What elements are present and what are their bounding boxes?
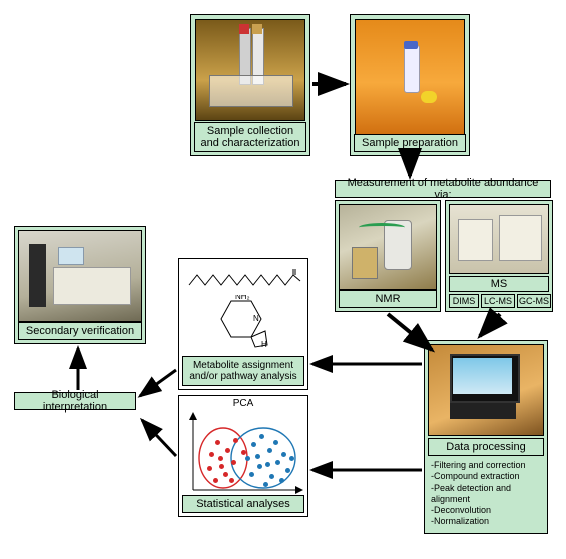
pca-point-red: [219, 464, 224, 469]
photo-sample-collection: [195, 19, 305, 121]
svg-text:H: H: [261, 340, 267, 349]
pca-point-red: [231, 460, 236, 465]
label-ms: MS: [449, 276, 549, 292]
pca-point-blue: [269, 474, 274, 479]
pca-point-blue: [255, 454, 260, 459]
text-lcms: LC-MS: [484, 296, 512, 306]
pca-point-red: [229, 478, 234, 483]
molecule-chain: [185, 267, 303, 293]
text-statistical: Statistical analyses: [193, 497, 293, 511]
photo-nmr: [339, 204, 437, 290]
pca-point-blue: [249, 472, 254, 477]
text-gcms: GC-MS: [519, 296, 549, 306]
pca-point-blue: [279, 478, 284, 483]
node-ms: MS DIMS LC-MS GC-MS: [445, 200, 553, 312]
pca-title: PCA: [179, 398, 307, 409]
text-sample-collection: Sample collection and characterization: [195, 124, 305, 150]
label-data-processing: Data processing: [428, 438, 544, 456]
pca-point-red: [213, 478, 218, 483]
svg-text:NH₂: NH₂: [235, 295, 250, 301]
dp-item-3: alignment: [431, 494, 543, 505]
text-biological: Biological interpretation: [15, 388, 135, 414]
label-metabolite: Metabolite assignment and/or pathway ana…: [182, 356, 304, 386]
pca-point-red: [241, 450, 246, 455]
node-nmr: NMR: [335, 200, 441, 312]
pca-point-blue: [259, 434, 264, 439]
dp-item-2: -Peak detection and: [431, 483, 543, 494]
pca-point-blue: [257, 464, 262, 469]
sub-dims: DIMS: [449, 294, 479, 308]
pca-point-blue: [281, 452, 286, 457]
pca-point-blue: [265, 462, 270, 467]
node-metabolite: NH₂ H N Metabolite assignment and/or pat…: [178, 258, 308, 390]
pca-point-red: [215, 440, 220, 445]
pca-point-red: [223, 472, 228, 477]
text-pca: PCA: [233, 398, 254, 409]
text-data-processing: Data processing: [443, 440, 529, 454]
list-data-processing: -Filtering and correction -Compound extr…: [431, 460, 543, 528]
text-ms: MS: [488, 277, 511, 291]
molecule-ring: NH₂ H N: [211, 295, 275, 349]
text-dims: DIMS: [453, 296, 476, 306]
svg-text:N: N: [253, 314, 259, 323]
photo-secondary: [18, 230, 142, 322]
node-statistical: PCA Statistical analyses: [178, 395, 308, 517]
sub-gcms: GC-MS: [517, 294, 551, 308]
text-sample-prep: Sample preparation: [359, 136, 461, 150]
label-statistical: Statistical analyses: [182, 495, 304, 513]
text-secondary: Secondary verification: [23, 324, 137, 338]
pca-point-blue: [285, 468, 290, 473]
node-data-processing: Data processing -Filtering and correctio…: [424, 340, 548, 534]
pca-point-blue: [275, 460, 280, 465]
pca-point-red: [225, 448, 230, 453]
text-nmr: NMR: [372, 292, 403, 306]
node-sample-collection: Sample collection and characterization: [190, 14, 310, 156]
node-secondary: Secondary verification: [14, 226, 146, 344]
text-measurement: Measurement of metabolite abundance via:: [336, 176, 550, 202]
label-secondary: Secondary verification: [18, 322, 142, 340]
pca-point-red: [207, 466, 212, 471]
pca-point-blue: [267, 448, 272, 453]
label-biological: Biological interpretation: [14, 392, 136, 410]
label-sample-collection: Sample collection and characterization: [194, 122, 306, 152]
text-metabolite: Metabolite assignment and/or pathway ana…: [183, 359, 303, 383]
label-sample-prep: Sample preparation: [354, 134, 466, 152]
label-measurement: Measurement of metabolite abundance via:: [335, 180, 551, 198]
pca-point-blue: [289, 456, 294, 461]
dp-item-0: -Filtering and correction: [431, 460, 543, 471]
sub-lcms: LC-MS: [481, 294, 515, 308]
pca-point-blue: [245, 456, 250, 461]
photo-ms: [449, 204, 549, 274]
dp-item-5: -Normalization: [431, 516, 543, 527]
dp-item-1: -Compound extraction: [431, 471, 543, 482]
photo-sample-prep: [355, 19, 465, 135]
pca-point-blue: [263, 482, 268, 487]
pca-point-blue: [251, 442, 256, 447]
dp-item-4: -Deconvolution: [431, 505, 543, 516]
pca-point-blue: [273, 440, 278, 445]
pca-point-red: [233, 438, 238, 443]
pca-point-red: [209, 452, 214, 457]
node-sample-prep: Sample preparation: [350, 14, 470, 156]
label-nmr: NMR: [339, 290, 437, 308]
photo-data-processing: [428, 344, 544, 436]
pca-point-red: [218, 456, 223, 461]
